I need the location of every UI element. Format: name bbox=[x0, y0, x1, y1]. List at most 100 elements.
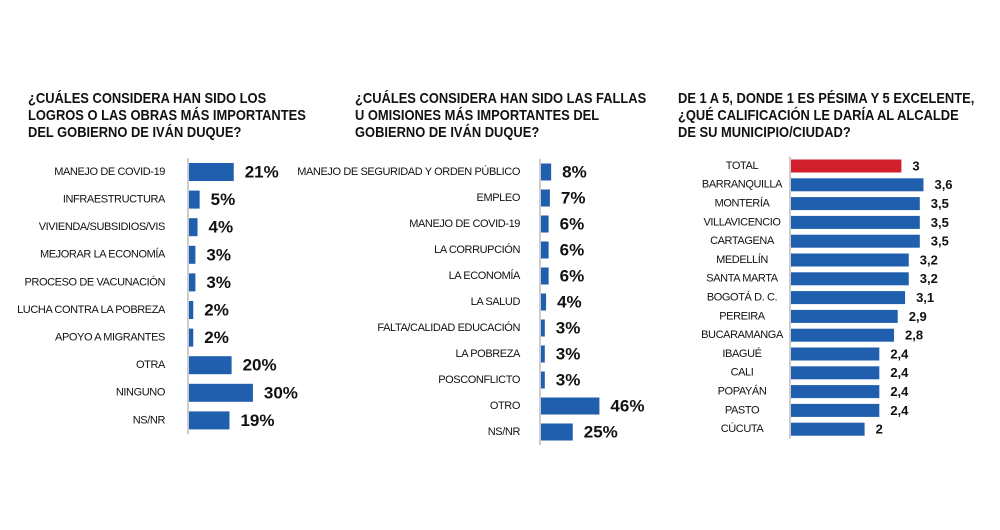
bar bbox=[189, 356, 232, 375]
category-label: NINGUNO bbox=[116, 387, 166, 399]
bar bbox=[541, 215, 549, 233]
bar bbox=[791, 328, 895, 342]
value-label: 3% bbox=[206, 273, 231, 292]
value-label: 19% bbox=[240, 411, 274, 430]
value-label: 3,5 bbox=[931, 234, 949, 249]
category-label: PASTO bbox=[725, 404, 760, 416]
value-label: 2% bbox=[204, 300, 229, 319]
bar bbox=[541, 163, 552, 181]
value-label: 21% bbox=[245, 162, 279, 181]
bar bbox=[791, 291, 906, 305]
bar bbox=[189, 411, 230, 430]
category-label: LA CORRUPCIÓN bbox=[434, 243, 520, 256]
category-label: LA POBREZA bbox=[456, 348, 522, 360]
bar bbox=[791, 309, 898, 323]
value-label: 2,9 bbox=[909, 309, 927, 324]
category-label: CALI bbox=[731, 367, 754, 379]
bar bbox=[791, 234, 920, 248]
bar bbox=[541, 189, 550, 207]
value-label: 2 bbox=[876, 422, 883, 437]
category-label: BUCARAMANGA bbox=[701, 329, 784, 341]
bar bbox=[189, 301, 194, 319]
value-label: 2,4 bbox=[890, 365, 909, 380]
category-label: MEDELLÍN bbox=[716, 253, 768, 266]
category-label: LA ECONOMÍA bbox=[449, 269, 521, 282]
bar bbox=[791, 366, 880, 380]
bar bbox=[541, 397, 600, 415]
bar bbox=[791, 347, 880, 361]
bar bbox=[541, 267, 549, 285]
value-label: 3% bbox=[206, 245, 231, 264]
bar bbox=[541, 293, 547, 311]
category-label: INFRAESTRUCTURA bbox=[63, 194, 166, 206]
value-label: 6% bbox=[560, 266, 585, 285]
category-label: PEREIRA bbox=[719, 310, 766, 322]
value-label: 3,2 bbox=[920, 252, 938, 267]
bar bbox=[791, 403, 880, 417]
value-label: 3,2 bbox=[920, 271, 938, 286]
value-label: 2,8 bbox=[905, 328, 923, 343]
category-label: POPAYÁN bbox=[718, 385, 767, 398]
category-label: CÚCUTA bbox=[721, 422, 765, 435]
category-label: OTRA bbox=[136, 359, 166, 371]
category-label: FALTA/CALIDAD EDUCACIÓN bbox=[377, 321, 520, 334]
category-label: CARTAGENA bbox=[710, 235, 775, 247]
category-label: OTRO bbox=[490, 400, 521, 412]
bar bbox=[189, 383, 253, 402]
chart-title: ¿CUÁLES CONSIDERA HAN SIDO LAS FALLAS U … bbox=[355, 90, 647, 141]
category-label: MONTERÍA bbox=[715, 197, 771, 210]
bar bbox=[791, 197, 920, 211]
bar bbox=[189, 163, 234, 181]
value-label: 2,4 bbox=[890, 346, 909, 361]
value-label: 3,1 bbox=[916, 290, 934, 305]
value-label: 7% bbox=[561, 188, 586, 207]
bar bbox=[791, 253, 909, 267]
category-label: NS/NR bbox=[488, 426, 521, 438]
category-label: NS/NR bbox=[133, 414, 166, 426]
bar bbox=[189, 273, 196, 292]
category-label: LA SALUD bbox=[471, 296, 521, 308]
bar bbox=[189, 190, 200, 209]
category-label: VILLAVICENCIO bbox=[703, 216, 781, 228]
category-label: MANEJO DE COVID-19 bbox=[54, 166, 165, 178]
category-label: EMPLEO bbox=[477, 192, 521, 204]
category-label: SANTA MARTA bbox=[706, 273, 778, 285]
category-label: VIVIENDA/SUBSIDIOS/VIS bbox=[39, 221, 165, 233]
bar bbox=[189, 328, 194, 347]
bar bbox=[541, 241, 549, 259]
bar bbox=[541, 371, 545, 389]
value-label: 4% bbox=[557, 292, 582, 311]
value-label: 3,5 bbox=[931, 196, 949, 211]
value-label: 3 bbox=[912, 158, 919, 173]
value-label: 20% bbox=[243, 356, 277, 375]
value-label: 3% bbox=[556, 318, 581, 337]
category-label: IBAGUÉ bbox=[722, 347, 761, 360]
value-label: 46% bbox=[610, 396, 644, 415]
bar bbox=[791, 422, 865, 436]
bar bbox=[791, 159, 902, 173]
category-label: APOYO A MIGRANTES bbox=[55, 332, 165, 344]
value-label: 3,6 bbox=[934, 177, 952, 192]
bar bbox=[791, 215, 920, 229]
value-label: 5% bbox=[211, 190, 236, 209]
bar bbox=[541, 345, 545, 363]
bar bbox=[541, 423, 573, 441]
category-label: MEJORAR LA ECONOMÍA bbox=[40, 248, 166, 261]
category-label: BARRANQUILLA bbox=[702, 179, 783, 191]
bar bbox=[189, 218, 198, 237]
bar bbox=[791, 178, 924, 192]
value-label: 25% bbox=[584, 422, 618, 441]
bar bbox=[541, 319, 545, 337]
value-label: 2% bbox=[204, 328, 229, 347]
value-label: 4% bbox=[209, 218, 234, 237]
value-label: 2,4 bbox=[890, 403, 909, 418]
value-label: 6% bbox=[560, 240, 585, 259]
value-label: 30% bbox=[264, 383, 298, 402]
category-label: POSCONFLICTO bbox=[438, 374, 521, 386]
value-label: 3,5 bbox=[931, 215, 949, 230]
chart-title: DE 1 A 5, DONDE 1 ES PÉSIMA Y 5 EXCELENT… bbox=[678, 90, 975, 141]
bar bbox=[791, 272, 909, 286]
category-label: MANEJO DE COVID-19 bbox=[409, 218, 520, 230]
